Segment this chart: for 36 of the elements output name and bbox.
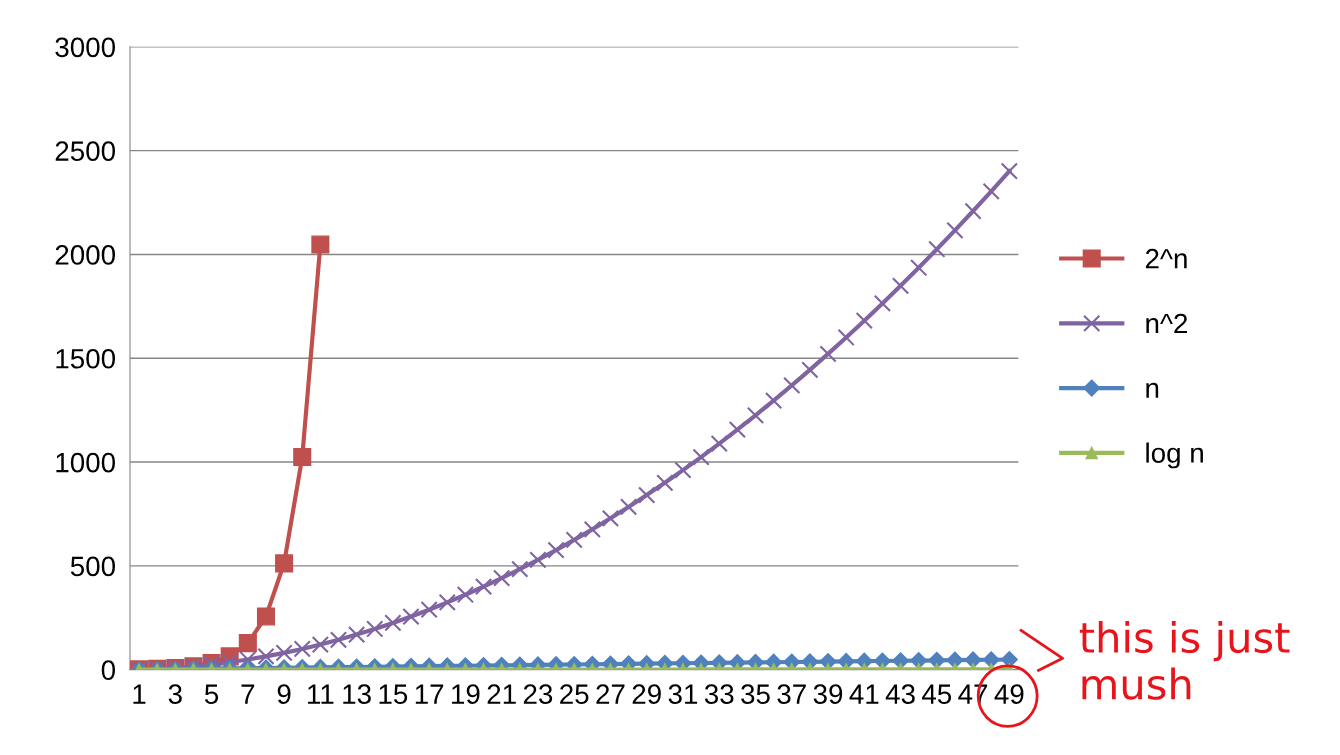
legend-label: n xyxy=(1146,382,1159,398)
y-tick-label: 1000 xyxy=(56,452,116,473)
x-tick-label: 49 xyxy=(994,684,1024,704)
x-tick-label: 9 xyxy=(277,684,291,704)
x-tick-label: 37 xyxy=(777,684,806,704)
x-tick-label: 11 xyxy=(308,684,334,704)
legend-label: n^2 xyxy=(1146,313,1188,334)
y-tick-label: 1500 xyxy=(56,348,116,369)
x-tick-label: 39 xyxy=(813,684,843,704)
y-tick-label: 2000 xyxy=(55,245,116,265)
x-tick-label: 17 xyxy=(415,684,444,704)
x-tick-label: 31 xyxy=(668,684,698,704)
legend-label: 2^n xyxy=(1145,248,1187,269)
x-tick-label: 21 xyxy=(487,684,516,704)
x-tick-label: 3 xyxy=(168,684,182,704)
x-tick-label: 13 xyxy=(343,684,371,704)
x-tick-label: 45 xyxy=(922,684,952,704)
x-tick-label: 29 xyxy=(632,684,661,704)
legend-label: log n xyxy=(1146,442,1203,469)
y-tick-label: 3000 xyxy=(55,37,116,58)
x-tick-label: 41 xyxy=(849,684,879,704)
text: this is just mush xyxy=(1079,620,1290,700)
x-tick-label: 15 xyxy=(379,684,408,704)
x-tick-label: 19 xyxy=(452,684,480,704)
x-tick-label: 43 xyxy=(885,684,915,704)
x-tick-label: 7 xyxy=(241,684,255,704)
x-tick-label: 35 xyxy=(741,684,770,704)
x-tick-label: 23 xyxy=(523,684,553,704)
x-tick-label: 25 xyxy=(560,684,589,704)
y-tick-label: 2500 xyxy=(55,141,116,161)
y-tick-label: 500 xyxy=(70,556,116,577)
x-tick-label: 1 xyxy=(133,684,146,704)
y-tick-label: 0 xyxy=(101,660,116,681)
x-tick-label: 27 xyxy=(596,684,625,704)
x-tick-label: 5 xyxy=(204,684,219,704)
x-tick-label: 33 xyxy=(704,684,734,704)
